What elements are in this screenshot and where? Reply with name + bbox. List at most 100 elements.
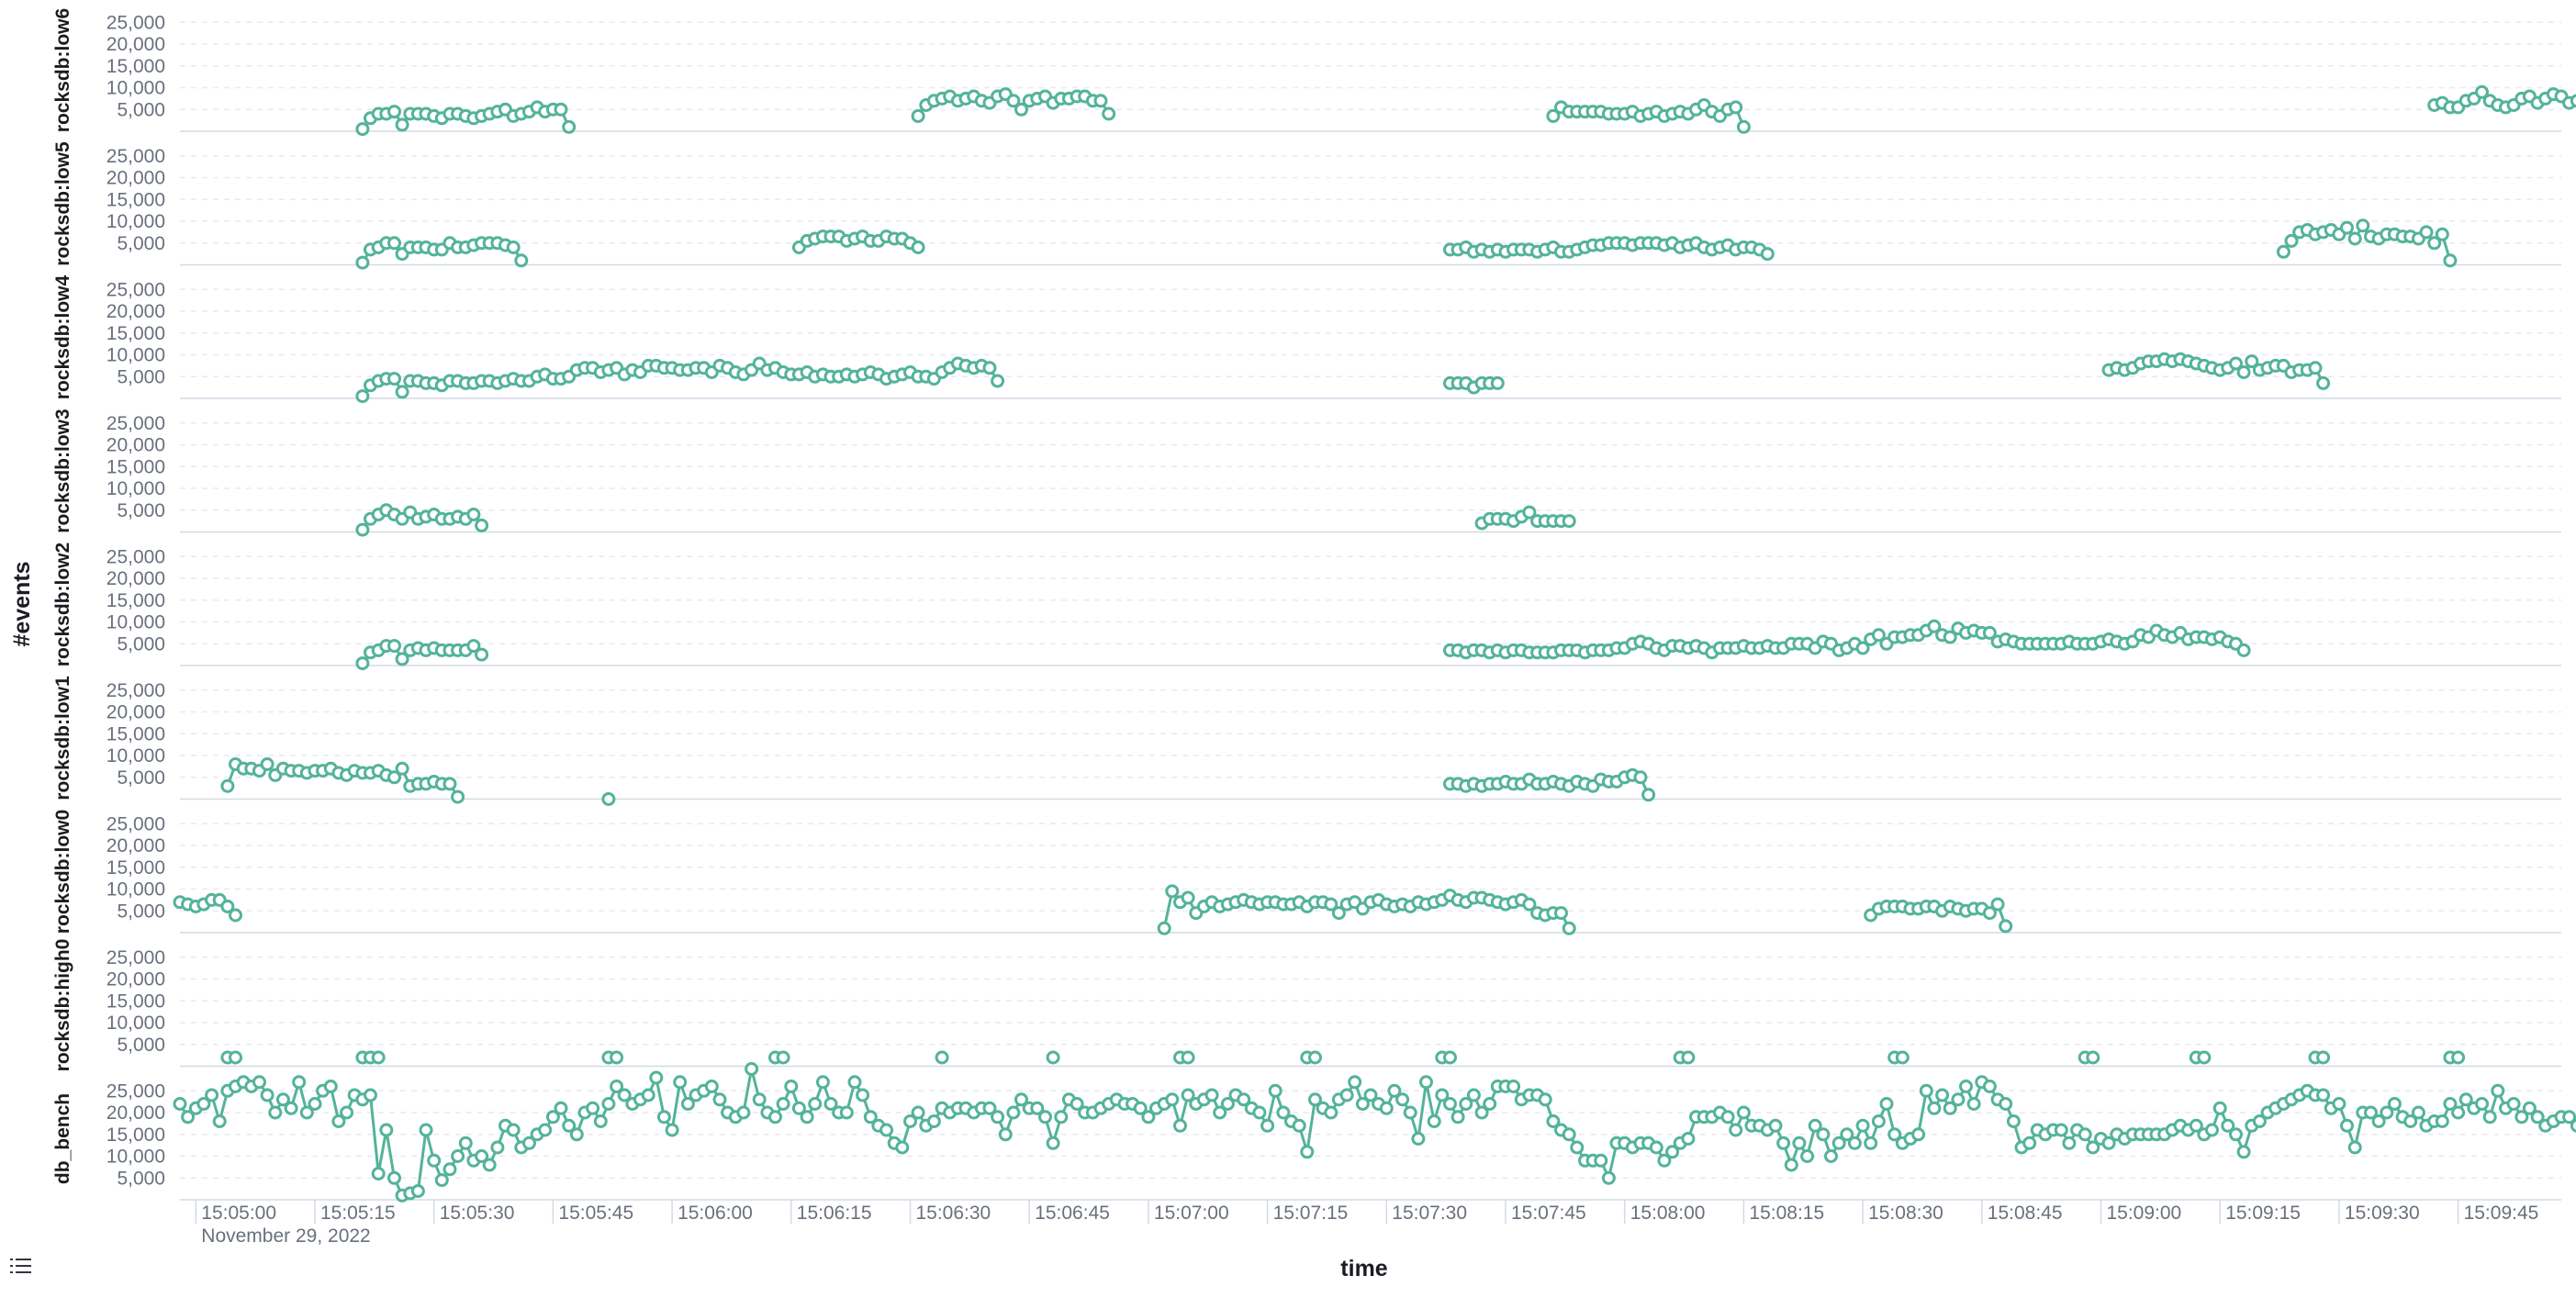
- data-point: [2451, 1050, 2466, 1065]
- data-point: [1808, 1118, 1822, 1133]
- data-point: [1046, 1050, 1060, 1065]
- data-point: [1665, 1145, 1680, 1159]
- data-point: [2506, 1097, 2521, 1111]
- data-point: [768, 1110, 782, 1125]
- data-point: [911, 1105, 925, 1120]
- data-point: [2252, 1114, 2267, 1128]
- data-point: [229, 908, 242, 923]
- data-point: [2316, 1050, 2331, 1065]
- panel-label: db_bench: [52, 1093, 73, 1184]
- data-point: [2284, 233, 2299, 248]
- data-point: [2347, 231, 2362, 246]
- data-point: [1006, 1105, 1021, 1120]
- data-point: [1427, 1114, 1441, 1128]
- list-icon[interactable]: [9, 1256, 33, 1276]
- data-point: [490, 1140, 505, 1155]
- data-point: [2443, 1097, 2458, 1111]
- data-point: [847, 1075, 862, 1090]
- data-point: [2340, 220, 2354, 235]
- data-point: [1070, 1097, 1084, 1111]
- data-point: [1720, 1110, 1735, 1125]
- data-point: [1443, 1050, 1457, 1065]
- y-tick-label: 5,000: [117, 1168, 165, 1189]
- data-point: [371, 1050, 386, 1065]
- x-tick-label: 15:06:00: [678, 1203, 753, 1224]
- data-point: [1252, 1105, 1267, 1120]
- data-point: [482, 1158, 497, 1172]
- data-point: [1260, 1118, 1275, 1133]
- data-point: [863, 1110, 878, 1125]
- data-point: [2570, 94, 2576, 108]
- data-point: [1403, 1105, 1417, 1120]
- data-point: [1292, 1118, 1306, 1133]
- data-point: [1546, 108, 1561, 123]
- data-point: [680, 1097, 695, 1111]
- data-point: [1951, 1092, 1966, 1107]
- data-point: [355, 389, 370, 404]
- y-tick-label: 20,000: [106, 1102, 165, 1124]
- data-point: [1133, 1101, 1148, 1115]
- data-point: [1237, 1092, 1251, 1107]
- y-tick-label: 5,000: [117, 901, 165, 922]
- data-point: [2371, 1114, 2386, 1128]
- data-point: [2427, 236, 2442, 251]
- y-tick-label: 20,000: [106, 568, 165, 589]
- y-tick-label: 25,000: [106, 413, 165, 434]
- data-point: [665, 1123, 679, 1137]
- data-point: [371, 1167, 386, 1181]
- data-point: [1268, 1083, 1282, 1098]
- data-point: [610, 1080, 624, 1093]
- data-point: [1649, 1140, 1663, 1155]
- x-tick-label: 15:09:00: [2106, 1203, 2181, 1224]
- data-point: [1038, 1110, 1052, 1125]
- panel-label: rocksdb:high0: [52, 939, 73, 1072]
- data-point: [1927, 1101, 1942, 1115]
- data-point: [1522, 897, 1537, 912]
- data-point: [823, 1097, 838, 1111]
- data-point: [1999, 1097, 2013, 1111]
- data-point: [1030, 1101, 1045, 1115]
- data-point: [2316, 375, 2331, 390]
- y-tick-label: 20,000: [106, 301, 165, 322]
- data-point: [1935, 1088, 1950, 1102]
- x-tick-label: 15:06:30: [915, 1203, 991, 1224]
- data-point: [1546, 1114, 1561, 1128]
- data-point: [2364, 1105, 2378, 1120]
- y-tick-label: 15,000: [106, 590, 165, 611]
- data-point: [1379, 1101, 1394, 1115]
- data-point: [1102, 106, 1116, 121]
- data-point: [2189, 1118, 2203, 1133]
- data-point: [879, 1123, 894, 1137]
- data-point: [1729, 100, 1743, 115]
- data-point: [586, 1101, 600, 1115]
- y-tick-label: 5,000: [117, 500, 165, 521]
- data-point: [2380, 1105, 2394, 1120]
- data-point: [1864, 1136, 1878, 1150]
- data-point: [2316, 1088, 2331, 1102]
- data-point: [1450, 1110, 1465, 1125]
- data-point: [2387, 1097, 2402, 1111]
- data-point: [506, 1123, 521, 1137]
- data-point: [1506, 1080, 1521, 1093]
- data-point: [2491, 1083, 2505, 1098]
- data-point: [2086, 1140, 2100, 1155]
- data-point: [2475, 1097, 2489, 1111]
- data-point: [610, 1050, 624, 1065]
- data-point: [617, 1088, 632, 1102]
- data-point: [1919, 1083, 1933, 1098]
- data-point: [2340, 1118, 2354, 1133]
- data-point: [2522, 1101, 2537, 1115]
- panel-label: rocksdb:low4: [52, 275, 73, 400]
- data-point: [1943, 630, 1957, 644]
- x-tick-label: 15:07:30: [1392, 1203, 1467, 1224]
- data-point: [355, 522, 370, 537]
- data-point: [475, 647, 489, 662]
- data-point: [2356, 218, 2370, 233]
- data-point: [1911, 1127, 1926, 1142]
- data-point: [2458, 1092, 2473, 1107]
- data-point: [275, 1092, 290, 1107]
